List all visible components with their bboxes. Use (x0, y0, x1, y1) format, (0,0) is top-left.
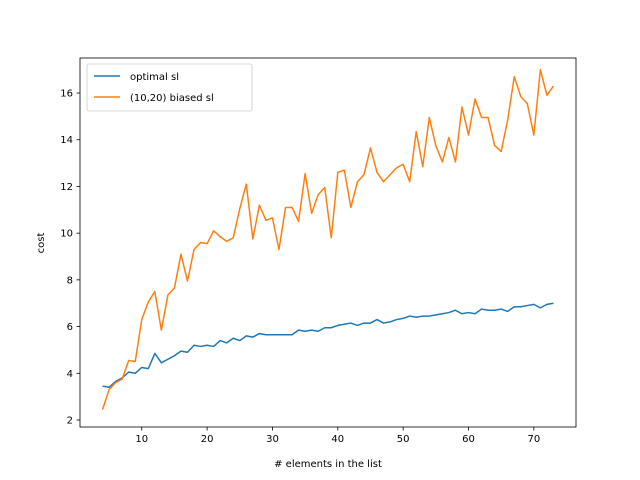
x-axis-label: # elements in the list (274, 459, 382, 470)
series-line-biased-sl (101, 68, 555, 410)
x-tick-label: 70 (527, 434, 540, 445)
x-tick-label: 20 (201, 434, 214, 445)
y-tick-label: 10 (60, 229, 73, 240)
plot-frame (79, 57, 577, 428)
y-tick-label: 16 (60, 89, 73, 100)
x-tick-label: 50 (397, 434, 410, 445)
x-tick-label: 60 (462, 434, 475, 445)
legend: optimal sl (10,20) biased sl (86, 63, 253, 112)
x-tick-label: 10 (135, 434, 148, 445)
y-tick-label: 8 (67, 275, 73, 286)
legend-label-biased-sl: (10,20) biased sl (130, 93, 214, 104)
y-axis-label: cost (36, 233, 47, 254)
y-tick-label: 12 (60, 182, 73, 193)
x-tick-label: 40 (331, 434, 344, 445)
series-layer (101, 68, 555, 410)
legend-label-optimal-sl: optimal sl (130, 72, 179, 83)
y-tick-label: 6 (67, 322, 73, 333)
ticks-layer: 10 20 30 40 50 60 70 2 4 6 8 10 12 14 16 (60, 89, 540, 445)
legend-box (86, 63, 253, 112)
series-line-optimal-sl (102, 302, 554, 389)
x-tick-label: 30 (266, 434, 279, 445)
y-tick-label: 4 (67, 369, 73, 380)
y-tick-label: 2 (67, 415, 73, 426)
y-tick-label: 14 (60, 135, 73, 146)
